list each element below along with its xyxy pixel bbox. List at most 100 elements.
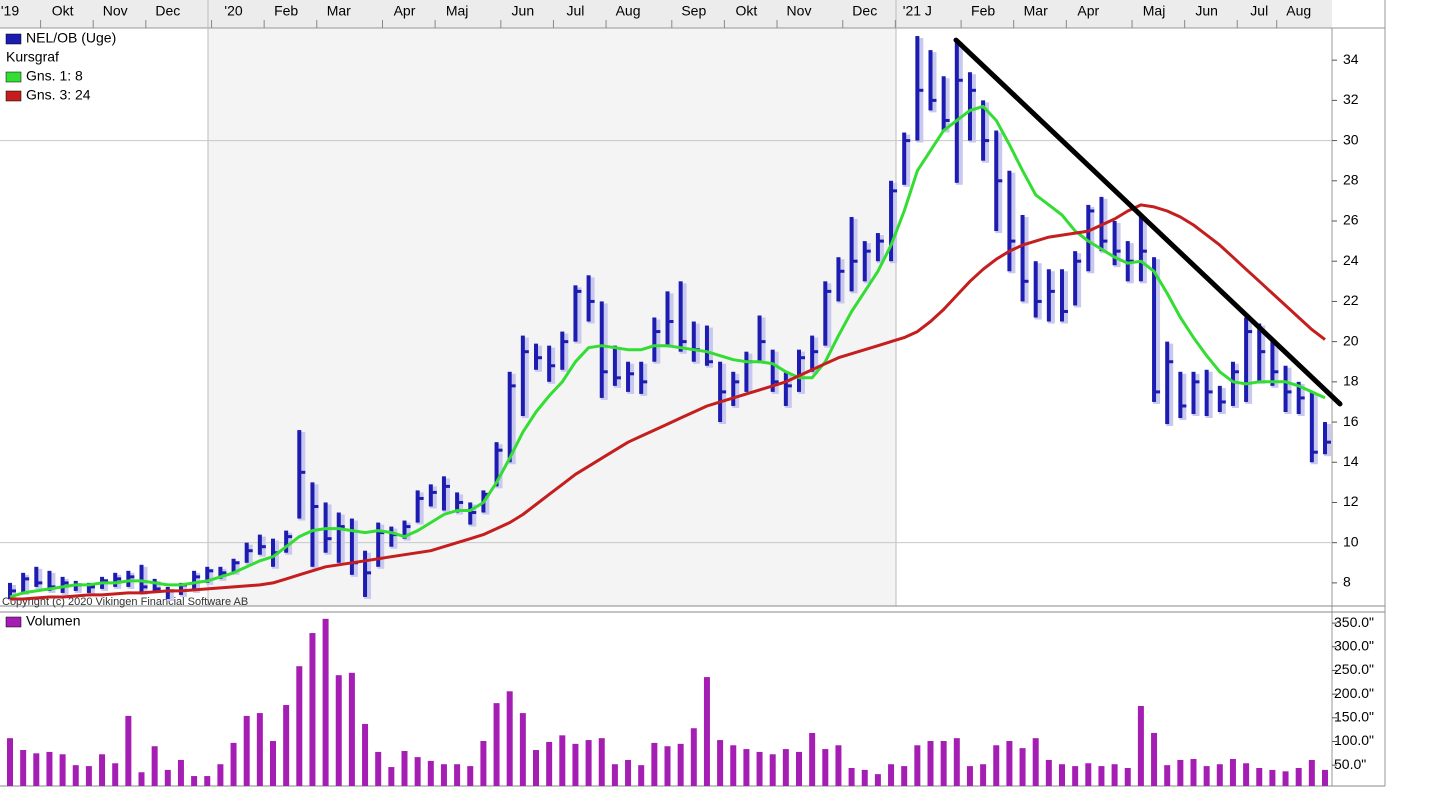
price-bar (47, 570, 52, 591)
price-bar (231, 558, 236, 573)
volume-bar (230, 742, 237, 786)
price-bar (1020, 214, 1025, 302)
volume-bar (546, 741, 553, 786)
volume-bar (901, 766, 908, 786)
price-bar-shadow (692, 323, 700, 364)
price-bar-shadow (22, 574, 30, 595)
price-bar-shadow (1192, 373, 1200, 417)
volume-bar (322, 618, 329, 786)
price-bar-shadow (429, 486, 437, 509)
price-bar-shadow (1008, 172, 1016, 274)
volume-bar (72, 765, 79, 786)
volume-bar (651, 742, 658, 786)
price-bar-shadow (574, 287, 582, 344)
price-bar (981, 100, 986, 161)
volume-bar (335, 675, 342, 786)
price-bar-shadow (232, 560, 240, 575)
volume-bar (585, 740, 592, 786)
price-bar-shadow (74, 582, 82, 593)
price-bar (349, 518, 354, 575)
price-bar-shadow (613, 347, 621, 388)
x-tick-label: '19 (1, 3, 19, 19)
price-bar-shadow (482, 492, 490, 515)
price-bar-shadow (416, 492, 424, 525)
price-bar (415, 490, 420, 523)
price-bar (1138, 214, 1143, 282)
y-tick-label: 300.0" (1334, 637, 1374, 653)
price-bar-shadow (784, 373, 792, 408)
x-tick-label: Jun (1195, 3, 1218, 19)
price-bar (915, 36, 920, 141)
y-tick-label: 30 (1343, 131, 1359, 147)
plot: '19 Okt Nov Dec '20 Feb Mar Apr Maj Jun Jul Aug Sep O… (0, 3, 1374, 786)
price-bar-shadow (1100, 198, 1108, 254)
price-bar-shadow (101, 578, 109, 591)
price-bar (678, 281, 683, 352)
price-bar-shadow (719, 363, 727, 425)
volume-bar (717, 740, 724, 786)
price-bar-shadow (1245, 319, 1253, 404)
price-bar-shadow (837, 259, 845, 304)
price-bar (573, 285, 578, 342)
price-bar-shadow (929, 52, 937, 113)
time-axis-band (0, 0, 1332, 28)
price-bar (823, 281, 828, 346)
year-band (208, 28, 896, 606)
x-tick-label: Nov (103, 3, 128, 19)
x-tick-label: Apr (1077, 3, 1099, 19)
price-bar-shadow (166, 588, 174, 601)
price-bar (205, 566, 210, 583)
price-bar (297, 430, 302, 519)
volume-bar (730, 745, 737, 786)
price-bar-shadow (35, 568, 43, 589)
trendline (953, 37, 1343, 407)
volume-bar (309, 633, 316, 786)
volume-bar (756, 751, 763, 786)
volume-bar (506, 691, 513, 786)
volume-bar (375, 751, 382, 786)
price-bar-shadow (798, 351, 805, 394)
volume-bar (677, 743, 684, 786)
price-bar-shadow (1231, 363, 1239, 408)
price-bar (1112, 221, 1117, 266)
volume-bar (743, 749, 750, 786)
price-bar (1244, 317, 1249, 402)
price-bar (244, 542, 249, 563)
price-bar-shadow (508, 373, 516, 465)
x-tick-label: Sep (681, 3, 706, 19)
price-bar-shadow (1179, 373, 1187, 421)
price-bar (441, 476, 446, 511)
price-bar (547, 345, 552, 382)
price-bar (1007, 170, 1012, 272)
price-bar-shadow (298, 432, 306, 521)
x-tick-label: Maj (1143, 3, 1166, 19)
volume-bar (966, 766, 973, 786)
y-tick-label: 200.0" (1334, 685, 1374, 701)
volume-bar (1256, 768, 1263, 786)
price-bar-shadow (495, 444, 503, 489)
legend-label: Volumen (26, 613, 80, 629)
x-tick-label: Feb (274, 3, 298, 19)
volume-bar (427, 760, 434, 786)
price-bar (1046, 269, 1051, 322)
price-bar-shadow (9, 584, 16, 601)
x-tick-label: Jul (1250, 3, 1268, 19)
price-bar-shadow (1258, 325, 1266, 384)
volume-bar (164, 769, 171, 786)
volume-bar (296, 666, 303, 786)
price-bar-shadow (627, 363, 635, 394)
price-bar-shadow (442, 478, 450, 513)
price-bar-shadow (1205, 371, 1213, 419)
volume-bar (519, 713, 526, 786)
volume-bar (217, 764, 224, 786)
price-bar (875, 233, 880, 262)
volume-bar (1019, 748, 1026, 786)
legend-swatch (5, 71, 22, 83)
y-tick-label: 50.0" (1334, 756, 1366, 772)
volume-bar (822, 749, 829, 786)
price-bar-shadow (521, 337, 529, 419)
price-bar (1178, 371, 1183, 419)
price-bar (1060, 269, 1064, 322)
price-bar (744, 351, 749, 392)
volume-bar (1098, 766, 1105, 786)
